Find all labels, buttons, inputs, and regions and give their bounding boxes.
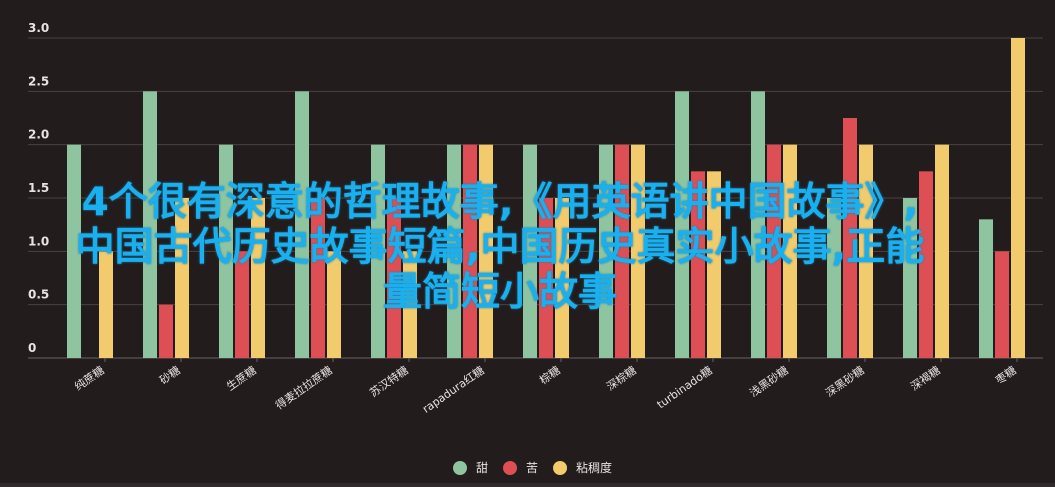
x-tick-label: 棕糖 bbox=[537, 363, 563, 387]
bar bbox=[311, 198, 325, 358]
legend-swatch bbox=[453, 461, 467, 475]
bar bbox=[767, 144, 781, 358]
bar bbox=[447, 144, 461, 358]
bar bbox=[295, 91, 309, 358]
y-tick-label: 2.0 bbox=[28, 128, 49, 142]
x-tick-label: 得麦拉拉蔗糖 bbox=[273, 363, 335, 412]
x-tick-label: 生蔗糖 bbox=[224, 363, 259, 393]
y-tick-label: 0.5 bbox=[28, 288, 49, 302]
y-tick-label: 3.0 bbox=[28, 21, 49, 35]
bar bbox=[919, 171, 933, 358]
x-tick-label: 枣糖 bbox=[993, 363, 1019, 387]
bar bbox=[99, 251, 113, 358]
bar bbox=[463, 144, 477, 358]
x-tick-label: 苏汉特糖 bbox=[367, 363, 411, 400]
bar bbox=[995, 251, 1009, 358]
y-tick-label: 1.0 bbox=[28, 234, 49, 248]
y-tick-label: 1.5 bbox=[28, 181, 49, 195]
x-tick-label: 深褐糖 bbox=[908, 363, 943, 393]
bar bbox=[827, 198, 841, 358]
y-axis-ticks: 0 0.5 1.0 1.5 2.0 2.5 3.0 bbox=[28, 21, 49, 355]
legend-item[interactable]: 苦 bbox=[503, 461, 538, 475]
legend-item[interactable]: 粘稠度 bbox=[553, 460, 612, 475]
bar bbox=[1011, 38, 1025, 358]
bar bbox=[159, 304, 173, 358]
bar bbox=[235, 251, 249, 358]
bar bbox=[219, 144, 233, 358]
legend-swatch bbox=[503, 461, 518, 475]
bar bbox=[327, 251, 341, 358]
x-tick-label: 浅黑砂糖 bbox=[747, 363, 791, 400]
bar bbox=[143, 91, 157, 358]
x-tick-label: 深棕糖 bbox=[604, 363, 639, 393]
bar bbox=[675, 91, 689, 358]
bar bbox=[783, 144, 797, 358]
bar bbox=[67, 144, 81, 358]
bar bbox=[935, 144, 949, 358]
bar bbox=[903, 198, 917, 358]
bar bbox=[175, 198, 189, 358]
y-tick-label: 0 bbox=[28, 341, 36, 355]
x-tick-label: 砂糖 bbox=[157, 363, 183, 387]
legend-label: 粘稠度 bbox=[576, 460, 612, 475]
x-tick-label: rapadura红糖 bbox=[420, 363, 487, 416]
bar bbox=[479, 144, 493, 358]
bar bbox=[707, 171, 721, 358]
bar bbox=[859, 144, 873, 358]
bar bbox=[631, 144, 645, 358]
bottom-bar bbox=[0, 483, 1055, 487]
bar bbox=[251, 198, 265, 358]
x-tick-label: 深黑砂糖 bbox=[823, 363, 867, 400]
bar bbox=[555, 198, 569, 358]
legend-label: 苦 bbox=[526, 461, 538, 475]
bar bbox=[751, 91, 765, 358]
bar bbox=[523, 144, 537, 358]
bar bbox=[403, 251, 417, 358]
x-axis-ticks: 纯蔗糖 砂糖 生蔗糖 得麦拉拉蔗糖 苏汉特糖 rapadura红糖 棕糖 深棕糖 turbina… bbox=[72, 358, 1019, 416]
legend-item[interactable]: 甜 bbox=[453, 461, 488, 475]
x-tick-label: turbinado糖 bbox=[654, 363, 715, 411]
bar bbox=[843, 118, 857, 358]
bar bbox=[387, 198, 401, 358]
bar-layer bbox=[67, 38, 1025, 358]
bar bbox=[691, 171, 705, 358]
legend-swatch bbox=[553, 461, 568, 475]
bar bbox=[599, 144, 613, 358]
x-tick-label: 纯蔗糖 bbox=[72, 363, 107, 393]
bar bbox=[371, 144, 385, 358]
legend-label: 甜 bbox=[476, 461, 488, 475]
y-tick-label: 2.5 bbox=[28, 74, 49, 88]
bar bbox=[539, 198, 553, 358]
bar bbox=[615, 144, 629, 358]
legend: 甜 苦 粘稠度 bbox=[453, 460, 612, 475]
bar bbox=[979, 219, 993, 358]
